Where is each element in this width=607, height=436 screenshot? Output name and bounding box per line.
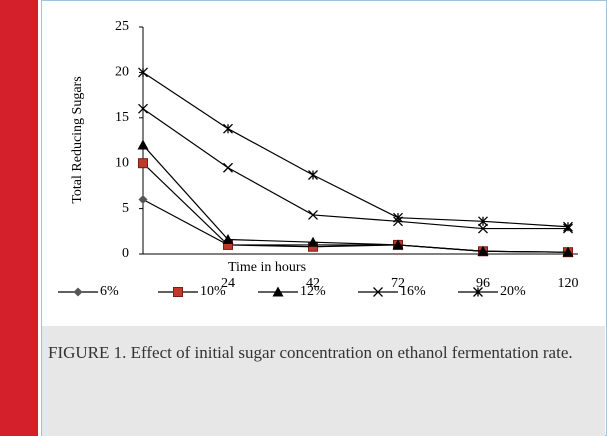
legend-label: 6% [100,284,119,299]
series-line [142,144,569,253]
legend-label: 16% [400,284,426,299]
data-point [393,212,403,223]
data-point [477,245,489,256]
legend-marker [173,287,183,297]
data-point [563,221,573,232]
y-axis-label: Total Reducing Sugars [70,76,85,203]
series-line [142,198,569,253]
series-line [142,162,569,253]
data-point [223,123,233,134]
data-point [138,67,148,78]
legend-marker [73,287,83,297]
data-point [138,195,148,205]
y-tick-label: 20 [115,65,129,80]
accent-strip [0,0,38,436]
data-point [478,216,488,227]
legend-marker [272,286,284,297]
x-tick-label: 120 [558,276,579,291]
series-line [142,71,569,228]
x-tick-label: 24 [221,276,235,291]
x-tick-label: 42 [306,276,320,291]
data-point [223,162,233,173]
legend-label: 20% [500,284,526,299]
legend-label: 10% [200,284,226,299]
data-point [308,170,318,180]
x-tick-label: 72 [391,276,405,291]
data-point [308,209,318,220]
data-point [222,233,234,244]
data-point [392,239,404,250]
data-point [307,236,319,247]
y-tick-label: 10 [115,155,129,170]
data-point [562,246,574,257]
legend-marker [373,287,383,297]
data-point [478,223,488,234]
data-point [138,158,148,169]
x-axis-label: Time in hours [228,260,306,275]
data-point [137,139,149,150]
y-tick-label: 5 [122,201,129,216]
legend-marker [473,287,483,297]
y-tick-label: 25 [115,19,129,34]
series-line [142,108,568,230]
legend-label: 12% [300,284,326,299]
x-tick-label: 96 [476,276,490,291]
caption: FIGURE 1. Effect of initial sugar concen… [42,326,605,436]
y-tick-label: 15 [115,110,129,125]
chart: Total Reducing Sugars Time in hours 0 5 10… [58,19,579,299]
data-point [138,103,148,114]
y-tick-label: 0 [122,246,129,261]
